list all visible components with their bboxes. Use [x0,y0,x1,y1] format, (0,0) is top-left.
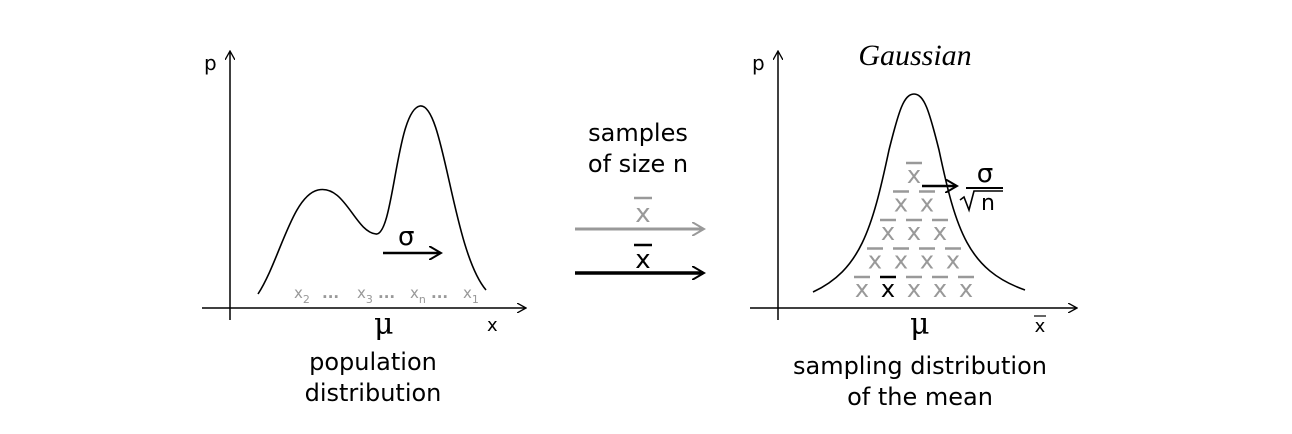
svg-text:x: x [933,218,947,246]
sqrt-denominator: n [981,191,995,216]
sample-x1: x1 [463,284,479,306]
svg-text:x: x [855,275,869,303]
population-curve [258,106,486,294]
xbar-sample-highlighted: x [880,275,896,303]
population-samples: x2 ... x3 ... xn ... x1 [294,284,479,306]
xbar-sample: x [906,218,922,246]
sigma-over-root-n: σ n [960,159,1003,216]
xbar-sample: x [919,190,935,218]
xbar-sample: x [932,218,948,246]
sampling-distribution-panel: Gaussian p x x x x x xx x x xx x xx xx σ n μ sampl… [750,39,1076,411]
xbar-stack: x x x x xx x x xx x xx xx [854,161,974,303]
xbar-sample: x [932,275,948,303]
xbar-sample: x [854,275,870,303]
left-sigma-label: σ [398,222,414,252]
svg-text:x: x [1035,316,1046,337]
left-caption-line2: distribution [305,379,442,407]
xbar-sample: x [919,247,935,275]
xbar-sample: x [945,247,961,275]
left-x-axis-label: x [487,315,498,336]
sampling-step: samples of size n x x [575,119,703,275]
gray-xbar-label: x [634,198,652,229]
sample-x3: x3 [357,284,373,306]
svg-text:x: x [907,161,921,189]
xbar-sample: x [893,247,909,275]
svg-text:x: x [920,190,934,218]
xbar-sample: x [867,247,883,275]
sample-xn: xn [410,284,426,306]
xbar-sample: x [906,161,922,189]
sample-ellipsis-3: ... [431,284,448,302]
right-caption-line2: of the mean [847,383,993,411]
svg-text:x: x [868,247,882,275]
samples-label-line1: samples [588,119,688,147]
left-mean-label: μ [374,307,394,342]
xbar-sample: x [880,218,896,246]
svg-text:x: x [959,275,973,303]
samples-label-line2: of size n [588,150,688,178]
population-distribution-panel: p x σ x2 ... x3 ... xn ... x1 μ populati… [202,51,525,407]
svg-text:x: x [635,199,650,229]
svg-text:x: x [907,218,921,246]
right-sigma-label: σ [977,159,993,189]
svg-text:x: x [920,247,934,275]
sample-x2: x2 [294,284,310,306]
right-mean-label: μ [910,307,930,342]
right-x-axis-label: x [1034,316,1046,337]
right-y-axis-label: p [752,51,765,75]
svg-text:x: x [881,218,895,246]
svg-text:x: x [894,247,908,275]
black-xbar-label: x [634,245,652,275]
svg-text:x: x [933,275,947,303]
svg-text:x: x [635,245,650,275]
svg-text:x: x [894,190,908,218]
left-y-axis-label: p [204,51,217,75]
gaussian-title: Gaussian [858,39,971,72]
svg-text:x: x [907,275,921,303]
sample-ellipsis-1: ... [322,284,339,302]
svg-text:x: x [881,275,895,303]
sample-ellipsis-2: ... [378,284,395,302]
left-caption-line1: population [309,348,437,376]
right-caption-line1: sampling distribution [793,352,1047,380]
xbar-sample: x [893,190,909,218]
xbar-sample: x [958,275,974,303]
svg-text:x: x [946,247,960,275]
xbar-sample: x [906,275,922,303]
